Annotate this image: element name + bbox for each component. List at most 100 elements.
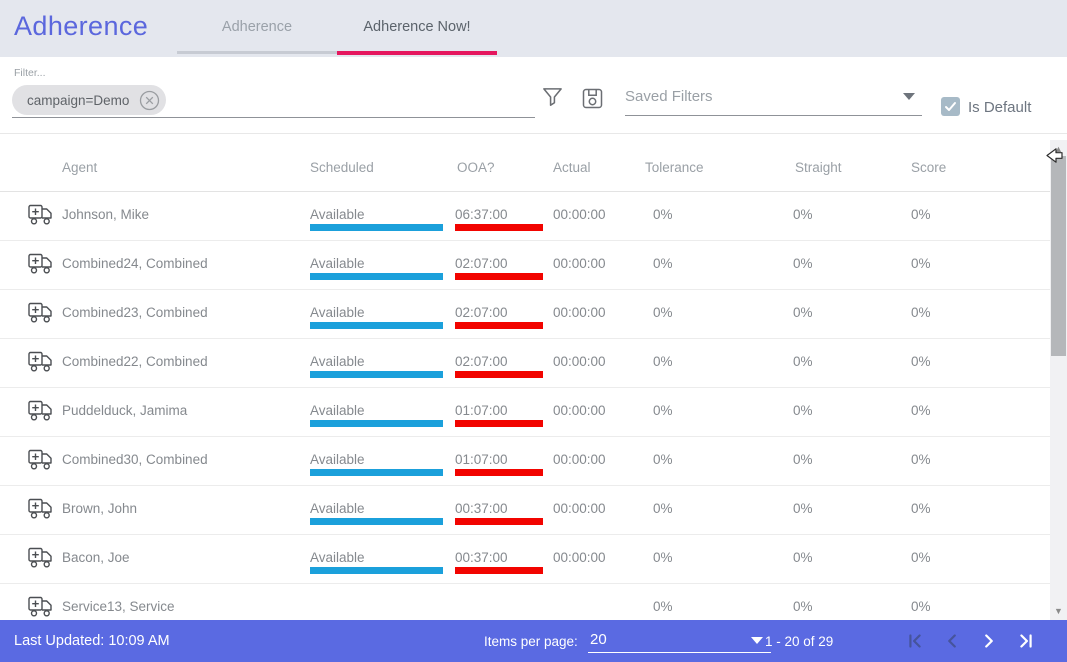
filter-input-label: Filter... [14, 67, 46, 79]
previous-page-button[interactable] [938, 629, 966, 653]
table-row[interactable]: Combined23, Combined Available 02:07:00 … [0, 290, 1050, 339]
tolerance-cell: 0% [653, 403, 673, 418]
straight-cell: 0% [793, 599, 813, 614]
score-cell: 0% [911, 354, 931, 369]
scroll-up-icon[interactable]: ▲ [1054, 144, 1063, 154]
app-header: Adherence Adherence Adherence Now! [0, 0, 1067, 57]
agent-name-cell: Bacon, Joe [62, 550, 130, 565]
column-header-ooa[interactable]: OOA? [457, 160, 495, 175]
agent-name-cell: Combined22, Combined [62, 354, 208, 369]
tab-adherence[interactable]: Adherence [177, 0, 337, 57]
scheduled-bar [310, 322, 443, 329]
straight-cell: 0% [793, 403, 813, 418]
score-cell: 0% [911, 599, 931, 614]
medical-truck-icon [28, 449, 54, 476]
ooa-bar [455, 518, 543, 525]
save-icon[interactable] [582, 88, 603, 114]
table-row[interactable]: Combined24, Combined Available 02:07:00 … [0, 241, 1050, 290]
first-page-icon [909, 634, 921, 648]
score-cell: 0% [911, 256, 931, 271]
score-cell: 0% [911, 452, 931, 467]
actual-cell: 00:00:00 [553, 207, 606, 222]
next-page-button[interactable] [975, 629, 1003, 653]
actual-cell: 00:00:00 [553, 452, 606, 467]
score-cell: 0% [911, 550, 931, 565]
score-cell: 0% [911, 501, 931, 516]
column-header-tolerance[interactable]: Tolerance [645, 160, 704, 175]
agent-name-cell: Johnson, Mike [62, 207, 150, 222]
medical-truck-icon [28, 204, 54, 231]
tab-adherence-now[interactable]: Adherence Now! [337, 0, 497, 57]
ooa-bar [455, 273, 543, 280]
saved-filters-select[interactable] [625, 115, 922, 116]
scrollbar-thumb[interactable] [1051, 156, 1066, 356]
items-per-page-value: 20 [590, 631, 607, 648]
scheduled-cell: Available [310, 305, 365, 320]
filter-icon[interactable] [541, 86, 564, 114]
previous-page-icon [948, 634, 956, 648]
tab-adherence-label: Adherence [221, 19, 293, 35]
adherence-table: Agent Scheduled OOA? Actual Tolerance St… [0, 133, 1067, 662]
ooa-bar [455, 469, 543, 476]
column-header-straight[interactable]: Straight [795, 160, 842, 175]
straight-cell: 0% [793, 501, 813, 516]
vertical-scrollbar[interactable]: ▲ ▼ [1050, 140, 1067, 620]
chevron-down-icon[interactable] [903, 93, 915, 100]
page-title: Adherence [14, 11, 149, 41]
actual-cell: 00:00:00 [553, 354, 606, 369]
next-page-icon [985, 634, 993, 648]
ooa-bar [455, 224, 543, 231]
scheduled-cell: Available [310, 403, 365, 418]
ooa-cell: 00:37:00 [455, 550, 508, 565]
table-row[interactable]: Johnson, Mike Available 06:37:00 00:00:0… [0, 192, 1050, 241]
agent-name-cell: Combined23, Combined [62, 305, 208, 320]
straight-cell: 0% [793, 256, 813, 271]
ooa-cell: 02:07:00 [455, 354, 508, 369]
filter-chip[interactable]: campaign=Demo [12, 85, 167, 115]
last-page-icon [1020, 634, 1032, 648]
score-cell: 0% [911, 305, 931, 320]
straight-cell: 0% [793, 305, 813, 320]
table-row[interactable]: Combined30, Combined Available 01:07:00 … [0, 437, 1050, 486]
scheduled-cell: Available [310, 550, 365, 565]
saved-filters-select-label: Saved Filters [625, 88, 713, 105]
remove-chip-icon[interactable] [139, 90, 160, 111]
ooa-bar [455, 567, 543, 574]
scroll-down-icon[interactable]: ▼ [1054, 606, 1063, 616]
is-default-checkbox[interactable] [941, 97, 960, 116]
column-header-score[interactable]: Score [911, 160, 947, 175]
column-header-agent[interactable]: Agent [62, 160, 98, 175]
straight-cell: 0% [793, 354, 813, 369]
tab-adherence-underline [177, 51, 337, 54]
column-header-scheduled[interactable]: Scheduled [310, 160, 374, 175]
filter-input-underline[interactable] [12, 117, 535, 118]
table-row[interactable]: Brown, John Available 00:37:00 00:00:00 … [0, 486, 1050, 535]
medical-truck-icon [28, 596, 54, 623]
medical-truck-icon [28, 498, 54, 525]
column-header-actual[interactable]: Actual [553, 160, 591, 175]
items-per-page-select[interactable]: 20 [588, 628, 771, 653]
tolerance-cell: 0% [653, 207, 673, 222]
check-icon [945, 102, 956, 111]
first-page-button[interactable] [901, 629, 929, 653]
scheduled-bar [310, 273, 443, 280]
scheduled-cell: Available [310, 256, 365, 271]
tab-adherence-now-label: Adherence Now! [363, 19, 471, 35]
last-page-button[interactable] [1012, 629, 1040, 653]
scheduled-cell: Available [310, 354, 365, 369]
table-row[interactable]: Puddelduck, Jamima Available 01:07:00 00… [0, 388, 1050, 437]
score-cell: 0% [911, 207, 931, 222]
agent-name-cell: Service13, Service [62, 599, 175, 614]
ooa-cell: 01:07:00 [455, 452, 508, 467]
actual-cell: 00:00:00 [553, 256, 606, 271]
tolerance-cell: 0% [653, 501, 673, 516]
table-row[interactable]: Bacon, Joe Available 00:37:00 00:00:00 0… [0, 535, 1050, 584]
agent-name-cell: Puddelduck, Jamima [62, 403, 188, 418]
actual-cell: 00:00:00 [553, 501, 606, 516]
table-row[interactable]: Combined22, Combined Available 02:07:00 … [0, 339, 1050, 388]
tolerance-cell: 0% [653, 256, 673, 271]
ooa-cell: 06:37:00 [455, 207, 508, 222]
ooa-cell: 02:07:00 [455, 305, 508, 320]
tolerance-cell: 0% [653, 305, 673, 320]
agent-name-cell: Combined24, Combined [62, 256, 208, 271]
